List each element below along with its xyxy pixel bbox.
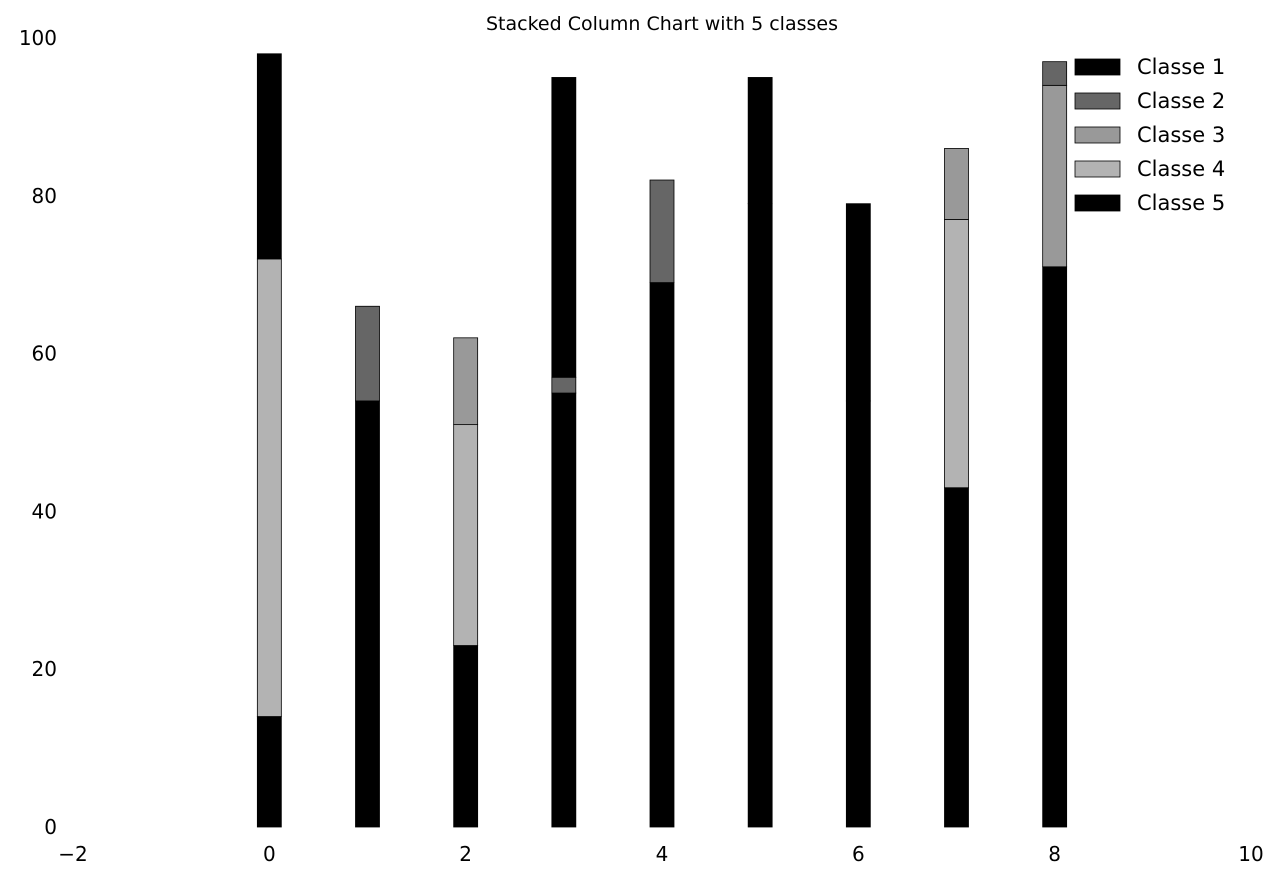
bar-segment-classe-5-x3 bbox=[551, 392, 577, 828]
y-tick-label: 40 bbox=[32, 499, 57, 523]
y-axis-ticks: 0 20 40 60 80 100 bbox=[19, 26, 57, 839]
legend-label: Classe 2 bbox=[1137, 89, 1225, 113]
bar-segment-classe-5-x7 bbox=[944, 487, 969, 828]
x-tick-label: 10 bbox=[1238, 842, 1263, 866]
legend-swatch bbox=[1074, 92, 1121, 110]
bar-segment-classe-3-x8 bbox=[1042, 84, 1068, 268]
bar-segment-classe-4-x2 bbox=[453, 424, 479, 646]
bar-segment-classe-3-x2 bbox=[453, 337, 479, 426]
bars-group bbox=[256, 53, 1068, 828]
legend-label: Classe 4 bbox=[1137, 157, 1225, 181]
legend-swatch bbox=[1074, 160, 1121, 178]
legend-swatch bbox=[1074, 58, 1121, 76]
bar-segment-classe-4-x7 bbox=[944, 219, 969, 489]
bar-segment-classe-5-x8 bbox=[1042, 266, 1068, 828]
x-tick-label: 4 bbox=[656, 842, 669, 866]
bar-segment-classe-2-x1 bbox=[355, 305, 380, 402]
bar-segment-classe-5-x0 bbox=[256, 716, 282, 828]
x-tick-label: 0 bbox=[263, 842, 276, 866]
x-tick-label: 6 bbox=[852, 842, 865, 866]
chart-title: Stacked Column Chart with 5 classes bbox=[486, 13, 838, 35]
bar-segment-classe-1-x6 bbox=[845, 203, 871, 402]
bar-segment-classe-3-x7 bbox=[944, 148, 969, 220]
bar-segment-classe-2-x4 bbox=[649, 179, 675, 283]
x-tick-label: 2 bbox=[459, 842, 472, 866]
legend-swatch bbox=[1074, 194, 1121, 212]
legend-swatch bbox=[1074, 126, 1121, 144]
bar-segment-classe-1-x3 bbox=[551, 77, 577, 378]
bar-segment-classe-5-x1 bbox=[355, 400, 380, 828]
bar-segment-classe-2-x8 bbox=[1042, 61, 1068, 86]
legend: Classe 1 Classe 2 Classe 3 Classe 4 Classe 5 bbox=[1074, 55, 1225, 215]
bar-segment-classe-5-x6 bbox=[845, 400, 871, 828]
bar-segment-classe-1-x0 bbox=[256, 53, 282, 260]
bar-segment-classe-5-x5 bbox=[747, 203, 773, 828]
legend-label: Classe 1 bbox=[1137, 55, 1225, 79]
x-axis-ticks: −2 0 2 4 6 8 10 bbox=[58, 842, 1263, 866]
bar-segment-classe-4-x0 bbox=[256, 258, 282, 717]
bar-segment-classe-5-x4 bbox=[649, 282, 675, 828]
legend-label: Classe 5 bbox=[1137, 191, 1225, 215]
y-tick-label: 20 bbox=[32, 657, 57, 681]
bar-segment-classe-1-x5 bbox=[747, 77, 773, 205]
bar-segment-classe-5-x2 bbox=[453, 645, 479, 828]
bar-segment-classe-2-x3 bbox=[551, 376, 577, 394]
x-tick-label: −2 bbox=[58, 842, 87, 866]
legend-label: Classe 3 bbox=[1137, 123, 1225, 147]
y-tick-label: 60 bbox=[32, 342, 57, 366]
x-tick-label: 8 bbox=[1048, 842, 1061, 866]
y-tick-label: 0 bbox=[44, 815, 57, 839]
y-tick-label: 80 bbox=[32, 184, 57, 208]
y-tick-label: 100 bbox=[19, 26, 57, 50]
